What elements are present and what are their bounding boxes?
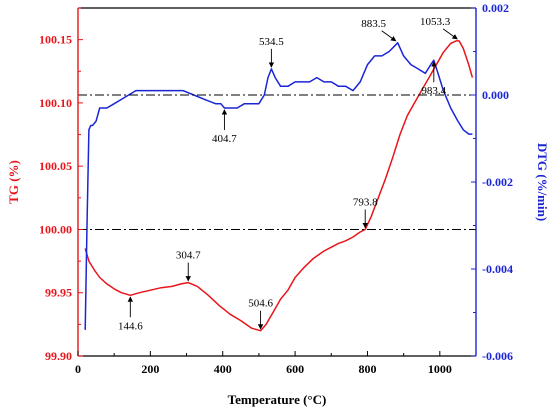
left-y-tick-label: 100.10: [39, 96, 72, 110]
right-y-tick-label: -0.004: [482, 262, 513, 276]
axes: 0 200 400 600 800 1000 99.90 99.95 100.00 100.05 1…: [39, 1, 513, 376]
tg-series: [84, 40, 474, 332]
tg-line: [84, 40, 474, 332]
annotation-label: 983.4: [421, 85, 446, 97]
annotation-label: 1053.3: [420, 16, 451, 28]
annotation-label: 144.6: [118, 320, 143, 332]
annotation-label: 793.8: [353, 196, 378, 208]
right-y-tick-label: 0.000: [482, 88, 509, 102]
left-y-tick-label: 100.15: [39, 33, 72, 47]
right-y-axis-title: DTG (%/min): [535, 143, 550, 221]
x-tick-label: 400: [214, 362, 232, 376]
left-y-axis-title: TG (%): [6, 160, 21, 204]
x-tick-label: 200: [141, 362, 159, 376]
annotation-label: 504.6: [248, 298, 273, 310]
annotation-label: 534.5: [259, 36, 284, 48]
annotation-label: 404.7: [212, 133, 237, 145]
left-y-tick-label: 100.05: [39, 159, 72, 173]
right-y-tick-label: 0.002: [482, 1, 509, 15]
x-tick-label: 800: [358, 362, 376, 376]
dtg-line: [84, 42, 473, 330]
left-y-tick-label: 100.00: [39, 222, 72, 236]
x-tick-label: 1000: [428, 362, 452, 376]
annotation-label: 883.5: [361, 18, 386, 30]
annotations: 144.6 304.7 504.6 793.8 1053.3 404.7 534.5 883.…: [118, 16, 458, 332]
annotation-label: 304.7: [176, 250, 201, 262]
annotation-arrow: [442, 28, 458, 40]
x-axis-title: Temperature (°C): [228, 392, 327, 407]
dtg-series: [84, 42, 473, 330]
right-y-tick-label: -0.006: [482, 349, 513, 363]
left-y-tick-label: 99.95: [45, 286, 72, 300]
x-tick-label: 600: [286, 362, 304, 376]
x-tick-label: 0: [75, 362, 81, 376]
right-y-tick-label: -0.002: [482, 175, 513, 189]
annotation-arrow: [381, 30, 397, 42]
left-y-tick-label: 99.90: [45, 349, 72, 363]
